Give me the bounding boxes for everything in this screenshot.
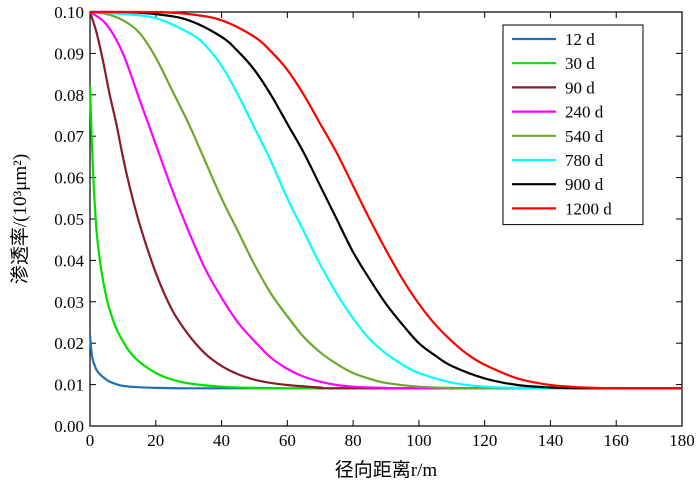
series-line-1: [88, 86, 682, 390]
x-tick-label: 160: [603, 431, 629, 450]
legend: 12 d 30 d 90 d 240 d 540 d 780 d 900 d 1200 d: [502, 24, 644, 226]
x-tick-label: 100: [406, 431, 432, 450]
legend-label: 1200 d: [565, 199, 612, 218]
legend-label: 30 d: [565, 54, 595, 73]
y-tick-label: 0.03: [54, 293, 84, 312]
y-tick-label: 0.02: [54, 334, 84, 353]
y-tick-label: 0.05: [54, 210, 84, 229]
series-line-4: [89, 10, 682, 390]
legend-box: [502, 24, 644, 226]
series-layer: [88, 10, 682, 390]
x-tick-label: 40: [213, 431, 230, 450]
x-tick-label: 140: [538, 431, 564, 450]
y-tick-label: 0.01: [54, 376, 84, 395]
y-tick-label: 0.09: [54, 44, 84, 63]
y-axis-label: 渗透率/(10³μm²): [9, 154, 31, 284]
x-tick-label: 120: [472, 431, 498, 450]
x-axis-label: 径向距离r/m: [335, 459, 438, 481]
series-line-0: [88, 334, 682, 390]
y-tick-label: 0.07: [54, 127, 84, 146]
legend-label: 900 d: [565, 175, 604, 194]
legend-label: 12 d: [565, 30, 595, 49]
x-tick-label: 0: [86, 431, 95, 450]
series-line-3: [89, 11, 682, 390]
series-line-5: [89, 10, 682, 390]
series-line-2: [88, 11, 682, 390]
x-tick-label: 60: [279, 431, 296, 450]
axis-ticks: 0 20 40 60 80 100 120 140 160 180 0.00 0.01 0.02 0.03…: [54, 3, 695, 450]
y-tick-label: 0.08: [54, 86, 84, 105]
legend-label: 540 d: [565, 127, 604, 146]
y-tick-label: 0.06: [54, 169, 84, 188]
x-tick-label: 80: [345, 431, 362, 450]
y-tick-label: 0.10: [54, 3, 84, 22]
legend-label: 780 d: [565, 151, 604, 170]
x-tick-label: 20: [147, 431, 164, 450]
y-tick-label: 0.04: [54, 251, 84, 270]
x-tick-label: 180: [669, 431, 695, 450]
series-line-7: [89, 10, 682, 390]
series-line-6: [89, 10, 682, 390]
y-tick-label: 0.00: [54, 417, 84, 436]
legend-label: 90 d: [565, 78, 595, 97]
legend-label: 240 d: [565, 103, 604, 122]
